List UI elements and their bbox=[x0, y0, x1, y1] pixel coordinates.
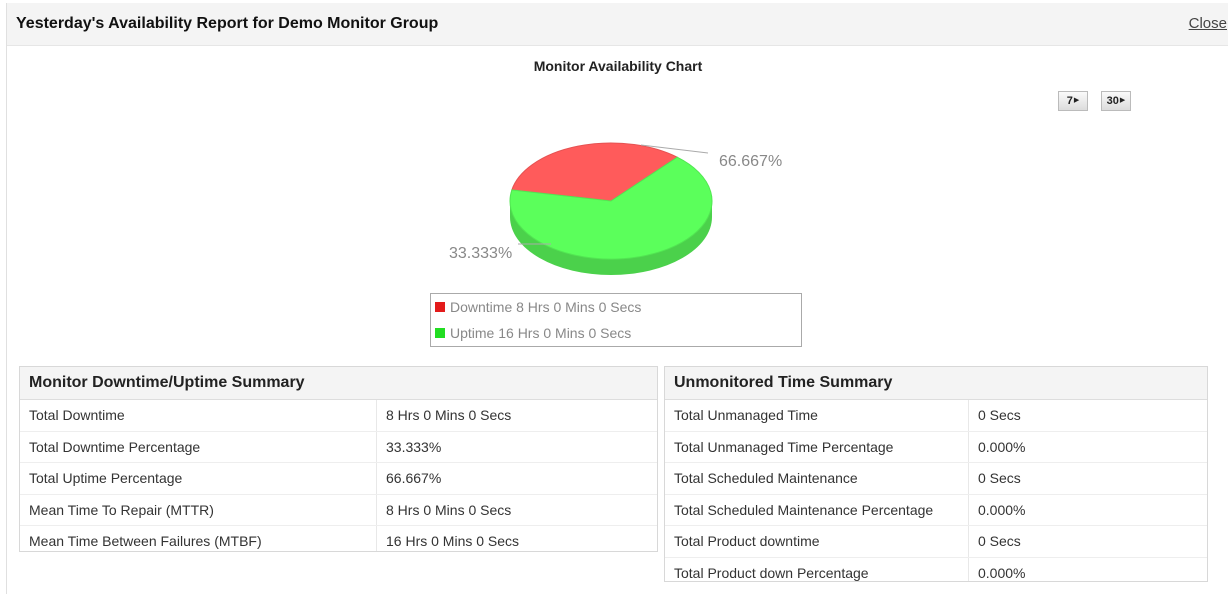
table-row: Total Product downtime 0 Secs bbox=[665, 526, 1207, 558]
chart-title: Monitor Availability Chart bbox=[533, 58, 703, 74]
legend-label-downtime: Downtime 8 Hrs 0 Mins 0 Secs bbox=[450, 299, 642, 315]
row-label: Total Uptime Percentage bbox=[29, 470, 183, 486]
close-link[interactable]: Close bbox=[1188, 15, 1227, 32]
unmonitored-summary-title: Unmonitored Time Summary bbox=[665, 367, 1207, 400]
column-divider bbox=[376, 400, 377, 551]
report-header: Yesterday's Availability Report for Demo… bbox=[7, 3, 1228, 46]
row-label: Total Product downtime bbox=[674, 533, 820, 549]
row-value: 0 Secs bbox=[978, 470, 1021, 486]
play-icon: ▶ bbox=[1119, 97, 1126, 104]
downtime-summary-title: Monitor Downtime/Uptime Summary bbox=[20, 367, 657, 400]
availability-report-panel: Yesterday's Availability Report for Demo… bbox=[6, 3, 1228, 594]
table-row: Total Scheduled Maintenance Percentage 0.… bbox=[665, 495, 1207, 526]
table-row: Total Product down Percentage 0.000% bbox=[665, 558, 1207, 589]
row-value: 0.000% bbox=[978, 438, 1026, 455]
row-value: 0 Secs bbox=[978, 533, 1021, 549]
table-row: Total Downtime Percentage 33.333% bbox=[20, 432, 657, 463]
row-label: Total Downtime bbox=[29, 407, 125, 423]
row-label: Total Unmanaged Time bbox=[674, 407, 818, 423]
row-label: Mean Time To Repair (MTTR) bbox=[29, 501, 214, 518]
range-7-label: 7 bbox=[1066, 95, 1073, 107]
table-row: Total Downtime 8 Hrs 0 Mins 0 Secs bbox=[20, 400, 657, 432]
legend-item-uptime: Uptime 16 Hrs 0 Mins 0 Secs bbox=[435, 325, 631, 345]
range-30-days-button[interactable]: 30▶ bbox=[1101, 91, 1131, 111]
table-row: Total Scheduled Maintenance 0 Secs bbox=[665, 463, 1207, 495]
legend-swatch-downtime bbox=[435, 302, 445, 313]
downtime-uptime-summary-table: Monitor Downtime/Uptime Summary Total Do… bbox=[19, 366, 658, 552]
table-row: Mean Time To Repair (MTTR) 8 Hrs 0 Mins 0… bbox=[20, 495, 657, 526]
legend-item-downtime: Downtime 8 Hrs 0 Mins 0 Secs bbox=[435, 299, 641, 319]
table-row: Total Unmanaged Time 0 Secs bbox=[665, 400, 1207, 432]
row-label: Total Downtime Percentage bbox=[29, 438, 201, 455]
pie-slice-side bbox=[510, 201, 712, 275]
range-7-days-button[interactable]: 7▶ bbox=[1058, 91, 1088, 111]
report-title: Yesterday's Availability Report for Demo… bbox=[16, 15, 439, 32]
row-label: Total Product down Percentage bbox=[674, 564, 869, 581]
pie-slice-label: 33.333% bbox=[449, 245, 512, 262]
pie-slice-downtime bbox=[511, 142, 679, 202]
row-value: 66.667% bbox=[386, 470, 442, 486]
range-30-label: 30 bbox=[1106, 95, 1119, 107]
column-divider bbox=[968, 400, 969, 581]
row-value: 0 Secs bbox=[978, 407, 1021, 423]
row-value: 8 Hrs 0 Mins 0 Secs bbox=[386, 501, 512, 518]
row-value: 8 Hrs 0 Mins 0 Secs bbox=[386, 407, 512, 423]
row-label: Total Scheduled Maintenance Percentage bbox=[674, 501, 934, 518]
unmonitored-time-summary-table: Unmonitored Time Summary Total Unmanaged… bbox=[664, 366, 1208, 582]
row-label: Total Scheduled Maintenance bbox=[674, 470, 858, 486]
row-label: Total Unmanaged Time Percentage bbox=[674, 438, 894, 455]
availability-pie-chart: 33.333% 66.667% bbox=[449, 142, 782, 275]
play-icon: ▶ bbox=[1073, 97, 1080, 104]
row-value: 16 Hrs 0 Mins 0 Secs bbox=[386, 533, 520, 549]
pie-label-leader-line bbox=[640, 144, 709, 154]
row-value: 0.000% bbox=[978, 564, 1026, 581]
row-label: Mean Time Between Failures (MTBF) bbox=[29, 533, 262, 549]
row-value: 0.000% bbox=[978, 501, 1026, 518]
row-value: 33.333% bbox=[386, 438, 442, 455]
table-row: Total Unmanaged Time Percentage 0.000% bbox=[665, 432, 1207, 463]
chart-legend: Downtime 8 Hrs 0 Mins 0 Secs Uptime 16 H… bbox=[430, 293, 802, 347]
legend-swatch-uptime bbox=[435, 328, 445, 339]
pie-slice-label: 66.667% bbox=[719, 153, 782, 170]
table-row: Total Uptime Percentage 66.667% bbox=[20, 463, 657, 495]
table-row: Mean Time Between Failures (MTBF) 16 Hrs … bbox=[20, 526, 657, 557]
legend-label-uptime: Uptime 16 Hrs 0 Mins 0 Secs bbox=[450, 325, 632, 341]
pie-slice-uptime bbox=[509, 156, 713, 260]
